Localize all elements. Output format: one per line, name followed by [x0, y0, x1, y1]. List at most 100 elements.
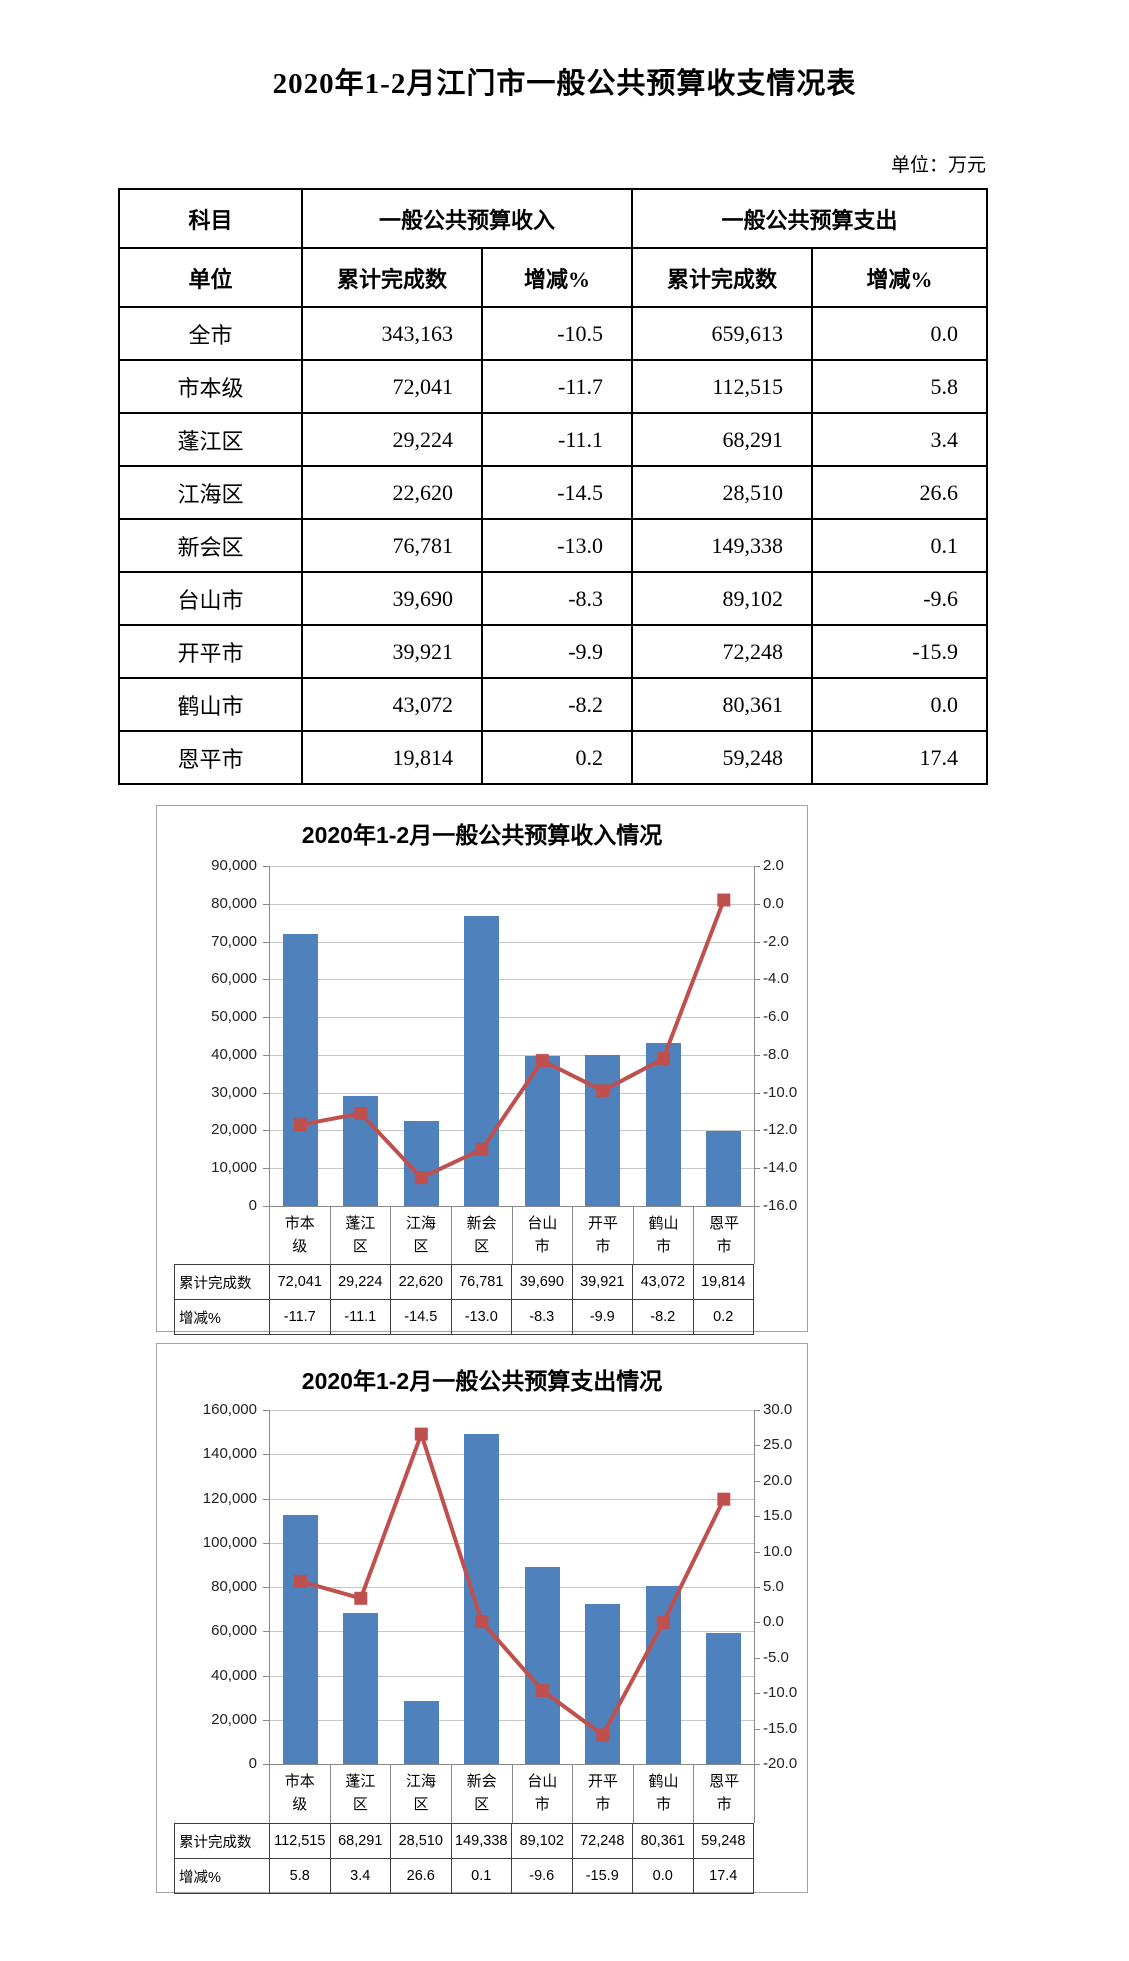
chart-table-value: -8.2 [632, 1299, 694, 1335]
expenditure-cumulative-cell: 112,515 [631, 359, 814, 414]
y-axis-left-label: 40,000 [211, 1045, 257, 1063]
right-axis-tick [754, 866, 760, 867]
row-name: 新会区 [118, 518, 303, 573]
expenditure-cumulative-cell: 28,510 [631, 465, 814, 520]
left-axis-tick [263, 979, 269, 981]
chart-table-value: -15.9 [571, 1858, 633, 1894]
table-row: 开平市 39,921 -9.9 72,248 -15.9 [118, 624, 989, 679]
right-axis-tick [754, 1130, 760, 1132]
budget-table-header: 科目 一般公共预算收入 一般公共预算支出 单位 累计完成数 增减% 累计完成数 … [118, 188, 989, 308]
chart-table-value: -13.0 [450, 1299, 512, 1335]
expenditure-cumulative-cell: 89,102 [631, 571, 814, 626]
category-cell: 新会区 [452, 1764, 513, 1823]
y-axis-right-label: -16.0 [763, 1197, 798, 1214]
chart-table-value: 29,224 [329, 1264, 391, 1300]
trend-marker [535, 1054, 549, 1068]
revenue-change-cell: -11.1 [480, 412, 634, 467]
y-axis-right-label: -10.0 [763, 1684, 798, 1702]
header-exp-cumulative: 累计完成数 [631, 247, 814, 308]
chart-data-table: 累计完成数 72,041 29,224 22,620 76,781 39,690 39,92… [174, 1264, 754, 1335]
bar [706, 1632, 742, 1764]
category-label: 恩平市 [709, 1773, 740, 1814]
trend-marker [656, 1052, 670, 1066]
y-axis-right-label: 2.0 [763, 857, 784, 874]
y-axis-right-label: 10.0 [763, 1542, 793, 1560]
expenditure-cumulative-cell: 659,613 [631, 306, 814, 361]
plot-area [269, 1410, 755, 1765]
y-axis-right-label: -14.0 [763, 1159, 798, 1177]
category-cell: 台山市 [513, 1206, 574, 1264]
left-axis-tick [263, 1410, 269, 1411]
row-name: 全市 [118, 306, 303, 361]
category-label: 江海区 [406, 1773, 437, 1814]
chart-table-row-label: 累计完成数 [174, 1264, 270, 1300]
trend-marker [717, 893, 731, 907]
expenditure-cumulative-cell: 80,361 [631, 677, 814, 732]
header-revenue-group: 一般公共预算收入 [300, 188, 634, 249]
table-row: 鹤山市 43,072 -8.2 80,361 0.0 [118, 677, 989, 732]
revenue-cumulative-cell: 39,690 [301, 571, 483, 626]
row-name: 蓬江区 [118, 412, 303, 467]
expenditure-cumulative-cell: 149,338 [631, 518, 814, 573]
left-axis-tick [263, 941, 269, 943]
chart-table-value: 22,620 [390, 1264, 452, 1300]
y-axis-right-label: 0.0 [763, 894, 784, 912]
category-label: 鹤山市 [648, 1773, 679, 1814]
expenditure-change-cell: 0.0 [811, 306, 989, 361]
y-axis-right-label: -2.0 [763, 932, 789, 950]
category-label: 蓬江区 [345, 1773, 376, 1814]
right-axis-tick [754, 1693, 760, 1695]
category-axis: 市本级 蓬江区 江海区 新会区 台山市 开平市 鹤山市 恩平市 [269, 1206, 755, 1264]
right-axis-tick [754, 1551, 760, 1553]
y-axis-right-label: -8.0 [763, 1045, 789, 1063]
y-axis-right-label: 20.0 [763, 1471, 793, 1489]
y-axis-left-label: 10,000 [211, 1159, 257, 1177]
y-axis-left-label: 70,000 [211, 932, 257, 950]
category-label: 台山市 [527, 1773, 558, 1814]
chart-table-value: 112,515 [269, 1823, 331, 1859]
revenue-change-cell: -8.2 [480, 677, 634, 732]
category-cell: 鹤山市 [634, 1206, 695, 1264]
right-axis-tick [754, 941, 760, 943]
left-axis-tick [263, 1054, 269, 1056]
revenue-chart: 2020年1-2月一般公共预算收入情况 90,000 80,000 70,000 60… [156, 805, 808, 1335]
category-label: 开平市 [587, 1773, 618, 1814]
trend-marker [414, 1427, 428, 1441]
chart-table-value: -11.7 [269, 1299, 331, 1335]
gridline [270, 1675, 754, 1677]
category-label: 新会区 [466, 1215, 497, 1256]
right-axis-tick [754, 1445, 760, 1447]
category-cell: 开平市 [573, 1206, 634, 1264]
category-cell: 新会区 [452, 1206, 513, 1264]
gridline [270, 1092, 754, 1094]
table-row: 台山市 39,690 -8.3 89,102 -9.6 [118, 571, 989, 626]
right-axis-tick [754, 1516, 760, 1518]
category-label: 江海区 [406, 1215, 437, 1256]
bar [524, 1566, 560, 1764]
trend-marker [293, 1574, 307, 1588]
chart-table-value: 5.8 [269, 1858, 331, 1894]
bar [282, 1515, 318, 1764]
bar [282, 933, 318, 1206]
y-axis-left-label: 60,000 [211, 970, 257, 988]
left-axis-tick [263, 1719, 269, 1721]
revenue-cumulative-cell: 39,921 [301, 624, 483, 679]
chart-table-row: 增减% 5.8 3.4 26.6 0.1 -9.6 -15.9 0.0 17.4 [174, 1858, 754, 1894]
plot-area [269, 866, 755, 1207]
revenue-change-cell: -8.3 [480, 571, 634, 626]
chart-table-value: 0.0 [632, 1858, 694, 1894]
bar [403, 1700, 439, 1764]
chart-table-value: 59,248 [692, 1823, 754, 1859]
revenue-cumulative-cell: 43,072 [301, 677, 483, 732]
category-axis: 市本级 蓬江区 江海区 新会区 台山市 开平市 鹤山市 恩平市 [269, 1764, 755, 1823]
revenue-chart-title: 2020年1-2月一般公共预算收入情况 [301, 822, 663, 848]
y-axis-right-label: -5.0 [763, 1648, 789, 1666]
right-axis-tick [754, 979, 760, 981]
y-axis-left-label: 50,000 [211, 1008, 257, 1026]
y-axis-left-label: 0 [248, 1197, 257, 1214]
gridline [270, 1542, 754, 1544]
gridline [270, 1631, 754, 1633]
y-axis-left-label: 40,000 [211, 1666, 257, 1684]
gridline [270, 941, 754, 943]
y-axis-right-label: -12.0 [763, 1121, 798, 1139]
